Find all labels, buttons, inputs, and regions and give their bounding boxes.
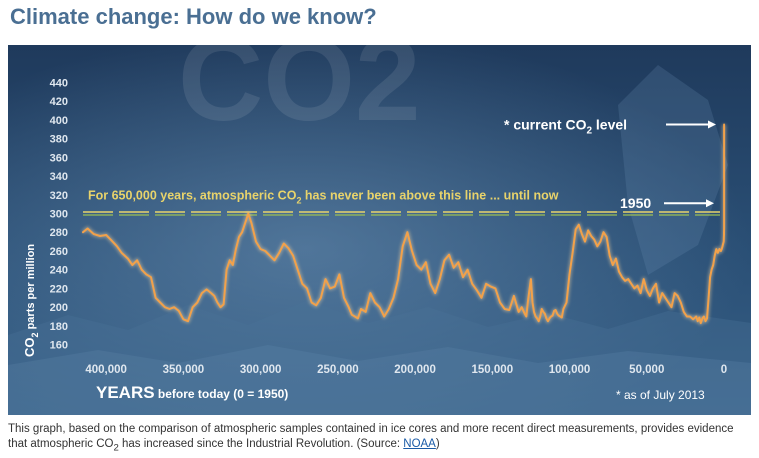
y-tick-label: 160 [50, 340, 68, 352]
x-tick-label: 250,000 [317, 364, 359, 376]
x-axis-label: YEARS before today (0 = 1950) [96, 383, 288, 402]
y-tick-label: 240 [50, 265, 68, 277]
current-co2-level-label: * current CO2 level [504, 117, 627, 137]
y-tick-label: 320 [50, 190, 68, 202]
x-tick-label: 300,000 [240, 364, 282, 376]
x-axis-ticks: 400,000 350,000 300,000 250,000 200,000 150,0… [85, 364, 727, 376]
x-tick-label: 50,000 [629, 364, 664, 376]
y-tick-label: 440 [50, 77, 68, 89]
year-1950-label: 1950 [620, 195, 651, 211]
co2-series-line [82, 123, 726, 325]
x-tick-label: 350,000 [163, 364, 205, 376]
current-level-arrow-head [708, 120, 716, 129]
y-tick-label: 180 [50, 321, 68, 333]
y-tick-label: 340 [50, 171, 68, 183]
x-tick-label: 0 [721, 364, 727, 376]
series-layer [81, 123, 727, 326]
caption-text-2: has increased since the Industrial Revol… [118, 438, 404, 450]
caption-text-3: ) [435, 438, 440, 450]
y-tick-label: 260 [50, 246, 68, 258]
y-axis-ticks: 160 180 200 220 240 260 280 300 320 340 360 380 400 4… [50, 77, 68, 351]
chart-svg: CO2 160 180 200 220 240 260 280 300 320 340 360 380… [8, 45, 751, 415]
chart-background-glow [8, 45, 751, 415]
y-tick-label: 220 [50, 283, 68, 295]
y-tick-label: 400 [50, 115, 68, 127]
co2-watermark: CO2 [178, 45, 421, 146]
y-tick-label: 300 [50, 209, 68, 221]
ice-landscape-shape [8, 300, 751, 415]
footnote-as-of-july-2013: * as of July 2013 [616, 388, 705, 402]
ice-cliff-shape [618, 65, 728, 275]
caption-subscript-2: 2 [113, 442, 119, 454]
caption-text-1: This graph, based on the comparison of a… [8, 423, 734, 450]
x-tick-label: 400,000 [85, 364, 127, 376]
y-tick-label: 200 [50, 302, 68, 314]
co2-chart: CO2 160 180 200 220 240 260 280 300 320 340 360 380… [8, 45, 751, 415]
chart-caption: This graph, based on the comparison of a… [8, 422, 753, 455]
x-tick-label: 200,000 [394, 364, 436, 376]
y-tick-label: 360 [50, 152, 68, 164]
annotation-layer: * current CO2 level 1950 [504, 117, 716, 211]
page-title: Climate change: How do we know? [10, 4, 377, 29]
y-tick-label: 420 [50, 96, 68, 108]
x-tick-label: 150,000 [472, 364, 514, 376]
year-1950-arrow-head [706, 199, 714, 208]
x-tick-label: 100,000 [549, 364, 591, 376]
noaa-source-link[interactable]: NOAA [403, 438, 436, 450]
y-tick-label: 280 [50, 227, 68, 239]
ice-landscape-shape-lower [8, 345, 751, 415]
y-axis-label: CO2 parts per million [22, 244, 40, 357]
threshold-layer: For 650,000 years, atmospheric CO2 has n… [83, 189, 720, 216]
y-tick-label: 380 [50, 134, 68, 146]
threshold-label: For 650,000 years, atmospheric CO2 has n… [88, 189, 559, 206]
